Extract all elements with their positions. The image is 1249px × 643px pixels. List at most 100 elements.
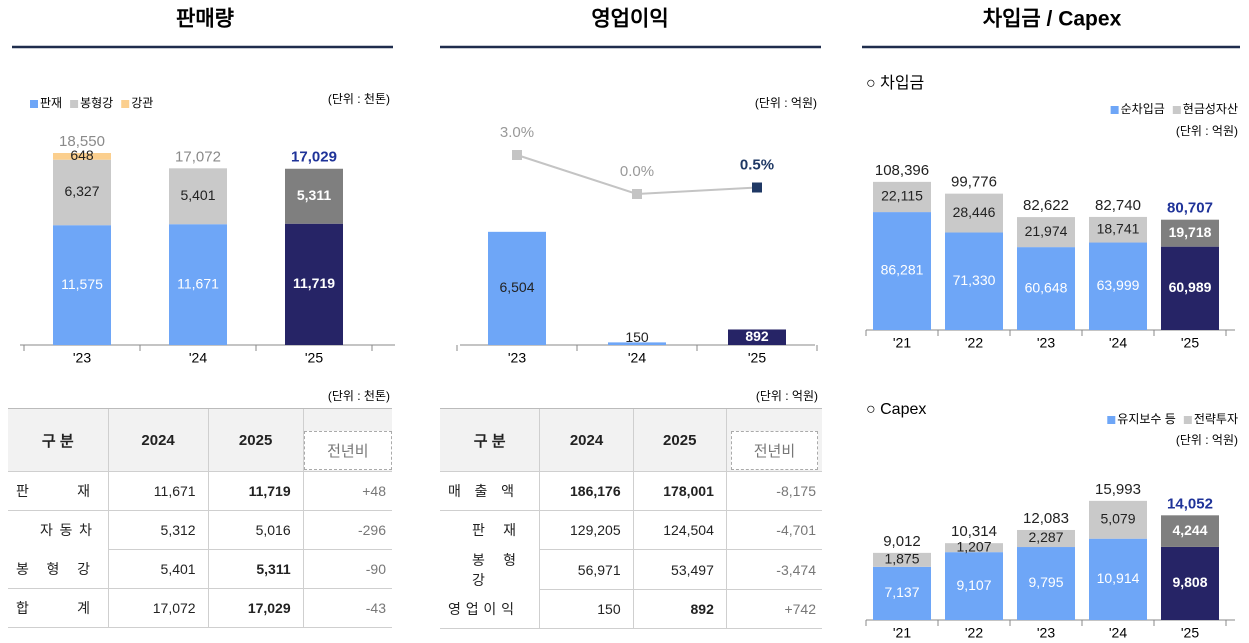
total-label: 12,083 [1023,510,1069,527]
x-tick-label: '25 [1181,335,1199,351]
header-cell: 2025 [632,408,727,472]
table-row: 매 출 액 186,176 178,001 -8,175 [440,471,822,511]
data-label: 11,575 [61,276,103,292]
total-label: 82,740 [1095,197,1141,214]
bar-segment [873,566,931,620]
row-label: 매 출 액 [448,483,514,499]
bar-segment [1017,547,1075,620]
header-row: 구 분 2024 2025 전년비 [8,408,392,472]
row-label: 판 재 [472,522,516,539]
x-tick-label: '24 [1109,625,1127,641]
table-cell: +48 [302,471,392,511]
bar-segment [873,181,931,213]
data-label: 60,989 [1169,279,1212,295]
x-tick-label: '25 [1181,625,1199,641]
legend-label: 봉형강 [80,96,113,110]
table-cell: 매 출 액 [440,471,540,511]
x-tick-label: '23 [1037,335,1055,351]
table-cell: 56,971 [539,549,634,590]
total-label: 80,707 [1167,200,1213,217]
row-label: 봉 형 강 [16,560,90,577]
bar-segment [1017,217,1075,248]
unit-label: (단위 : 천톤) [328,91,390,106]
bar-segment [53,225,111,345]
total-label: 17,029 [291,149,337,166]
bar [608,342,666,345]
table-cell: +742 [725,589,822,629]
line-label: 0.5% [740,156,774,173]
header-row: 구 분 2024 2025 전년비 [440,408,822,472]
table-cell: 150 [539,589,634,629]
bar-segment [1089,538,1147,620]
chart-title: ○ 차입금 [866,74,924,92]
row-label: 봉 형 강 [472,551,516,588]
x-tick-label: '25 [748,350,766,366]
data-label: 71,330 [953,272,996,288]
table-cell: 17,029 [207,588,304,628]
data-label: 11,719 [293,275,335,291]
unit-label: (단위 : 천톤) [328,388,390,403]
legend-swatch [30,100,38,108]
line-label: 3.0% [500,124,534,141]
row-label: 자 동 차 [40,522,92,539]
data-label: 648 [70,147,94,163]
legend-swatch [1110,106,1119,114]
x-tick-label: '23 [73,350,91,366]
bar-segment [1017,247,1075,330]
bar [728,329,786,345]
row-label: 합 계 [16,600,90,616]
table-row: 합 계 17,072 17,029 -43 [8,588,392,628]
table-cell: 판 재 [8,471,109,511]
data-label: 60,648 [1025,279,1068,295]
data-label: 86,281 [881,262,924,278]
data-label: 5,401 [180,187,215,203]
legend-label: 판재 [40,96,62,110]
table-cell: 5,312 [107,510,209,550]
table-cell: 5,401 [107,549,209,589]
table-row: 영 업 이 익 150 892 +742 [440,589,822,629]
bar-segment [1161,546,1219,620]
data-label: 6,327 [64,183,99,199]
chart-title: ○ Capex [866,401,926,418]
data-label: 150 [625,329,649,345]
table-cell: 186,176 [539,471,634,511]
data-label: 19,718 [1169,224,1212,240]
x-tick-label: '24 [189,350,207,366]
bar-segment [285,168,343,224]
data-label: 1,875 [884,551,919,567]
table-cell: 영 업 이 익 [440,589,540,629]
bar-segment [1089,500,1147,539]
table-cell: 129,205 [539,510,634,550]
table-cell: -3,474 [725,549,822,590]
table-cell: 11,719 [207,471,304,511]
x-tick-label: '23 [508,350,526,366]
legend-swatch [70,100,79,108]
unit-label: (단위 : 억원) [756,389,818,403]
legend-swatch [1183,416,1192,424]
data-label: 5,311 [297,187,331,203]
table-cell: 124,504 [632,510,727,550]
x-tick-label: '23 [1037,625,1055,641]
total-label: 10,314 [951,523,997,540]
total-label: 9,012 [883,533,921,550]
header-cell: 전년비 [302,408,392,472]
total-label: 15,993 [1095,481,1141,498]
bar-segment [169,224,227,345]
table-cell: -90 [302,549,392,589]
unit-label: (단위 : 억원) [1176,124,1238,138]
legend-label: 강관 [131,96,153,110]
x-tick-label: '25 [305,350,323,366]
data-label: 9,808 [1172,574,1207,590]
legend-swatch [1107,416,1116,424]
table-cell: -43 [302,588,392,628]
line-label: 0.0% [620,163,654,180]
header-text: 전년비 [730,430,819,470]
section-heading: 차입금 / Capex [983,8,1122,31]
total-label: 18,550 [59,133,105,150]
data-label: 10,914 [1097,570,1140,586]
bar-segment [873,212,931,330]
table-cell: 자 동 차 [8,511,108,550]
bar-segment [945,193,1003,233]
